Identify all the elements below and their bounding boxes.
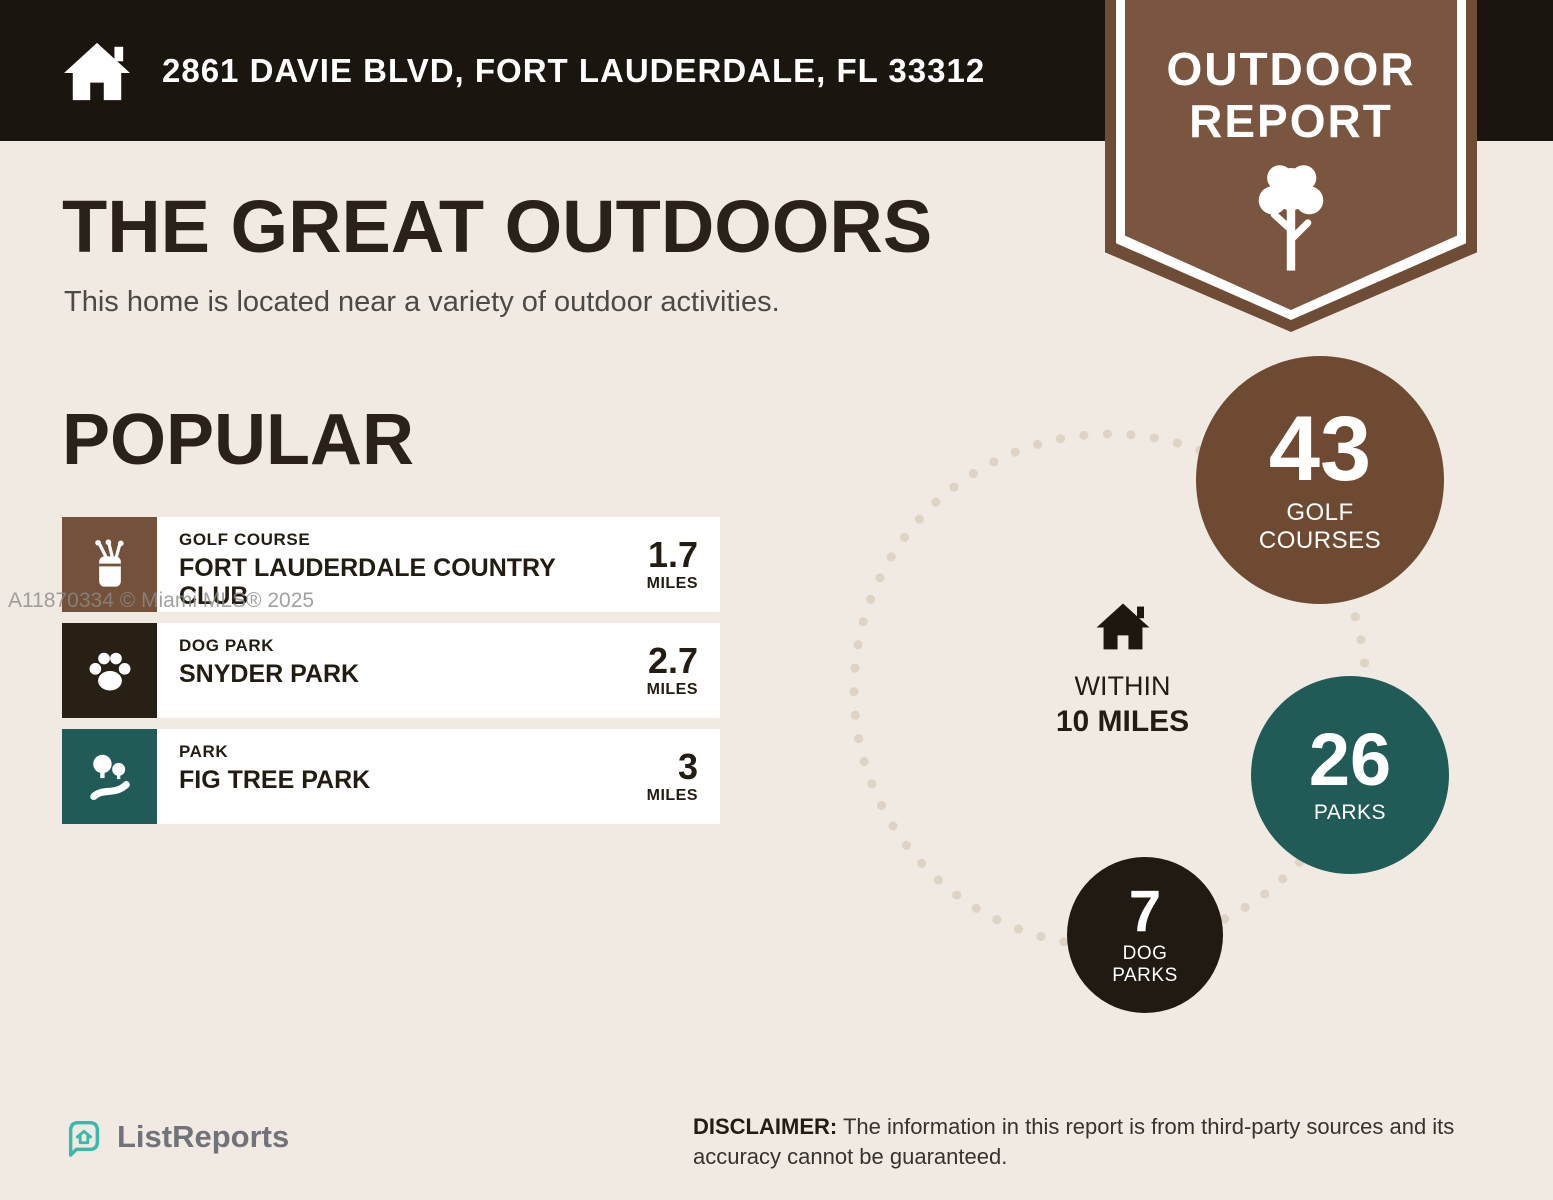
within-text: WITHIN [1074,671,1171,701]
golf-tile [62,517,157,612]
park-icon [89,754,130,800]
golf-bag-icon [94,538,124,587]
disclaimer-body: The information in this report is from t… [693,1114,1455,1169]
within-radius-label: WITHIN 10 MILES [1035,600,1210,739]
poi-category: DOG PARK [179,636,275,655]
dog-parks-stat-circle: 7 DOG PARKS [1067,857,1223,1013]
poi-distance: 3 MILES [600,729,720,824]
poi-name: FIG TREE PARK [179,766,371,794]
list-item-dog-park: DOG PARK SNYDER PARK 2.7 MILES [62,623,720,718]
distance-value: 3 [677,745,698,787]
home-icon-dark [1096,603,1149,650]
listreports-logo: ListReports [64,1116,289,1158]
badge-title-line2: REPORT [1189,94,1393,147]
distance-value: 2.7 [647,639,698,681]
stat-label: DOG PARKS [1112,942,1178,986]
distance-value: 1.7 [647,533,698,575]
stat-label: PARKS [1313,801,1387,825]
page-title: THE GREAT OUTDOORS [62,185,933,268]
parks-stat-circle: 26 PARKS [1251,676,1449,874]
disclaimer-text: DISCLAIMER: The information in this repo… [693,1112,1503,1171]
page-subtitle: This home is located near a variety of o… [64,286,780,318]
list-item-golf-course: GOLF COURSE FORT LAUDERDALE COUNTRY CLUB… [62,517,720,612]
poi-name: FORT LAUDERDALE COUNTRY CLUB [179,554,556,610]
poi-text: PARK FIG TREE PARK [157,729,600,824]
golf-courses-stat-circle: 43 GOLF COURSES [1196,356,1444,604]
property-address: 2861 DAVIE BLVD, FORT LAUDERDALE, FL 333… [162,51,986,89]
park-tile [62,729,157,824]
paw-icon [89,652,130,690]
stat-value: 7 [1128,878,1162,944]
within-miles: 10 MILES [1055,705,1190,738]
badge-title-line1: OUTDOOR [1166,43,1416,95]
popular-heading: POPULAR [62,400,415,480]
outdoor-report-badge: OUTDOOR REPORT [1105,0,1477,332]
popular-list: GOLF COURSE FORT LAUDERDALE COUNTRY CLUB… [62,517,720,835]
stat-value: 26 [1308,717,1392,801]
distance-unit: MILES [646,680,698,698]
dog-tile [62,623,157,718]
list-item-park: PARK FIG TREE PARK 3 MILES [62,729,720,824]
tree-icon [1258,165,1324,271]
poi-category: GOLF COURSE [179,530,311,549]
brand-name: ListReports [117,1119,290,1154]
poi-distance: 1.7 MILES [600,517,720,612]
poi-text: DOG PARK SNYDER PARK [157,623,600,718]
badge-content: OUTDOOR REPORT [1105,0,1477,284]
distance-unit: MILES [646,786,698,804]
disclaimer-label: DISCLAIMER: [693,1114,838,1139]
mls-watermark: A11870334 © Miami MLS® 2025 [8,589,315,612]
distance-unit: MILES [646,574,698,592]
poi-distance: 2.7 MILES [600,623,720,718]
stat-value: 43 [1268,397,1372,500]
stat-label: GOLF COURSES [1258,499,1382,554]
poi-name: SNYDER PARK [179,660,360,688]
listreports-icon [68,1121,100,1157]
poi-text: GOLF COURSE FORT LAUDERDALE COUNTRY CLUB [157,517,600,612]
poi-category: PARK [179,742,229,761]
home-icon [64,42,130,100]
